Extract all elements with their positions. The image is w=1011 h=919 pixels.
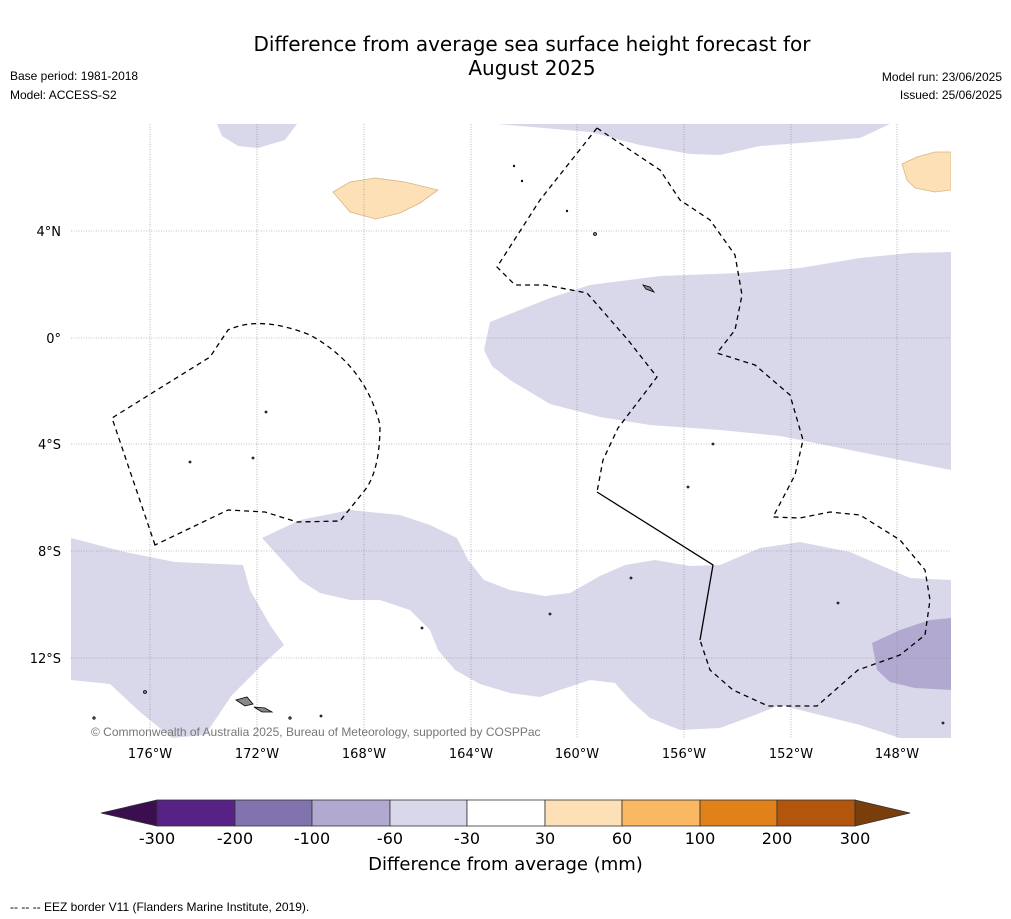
island [235, 696, 254, 707]
eez-border [111, 127, 931, 707]
graticule [71, 124, 951, 738]
island [420, 626, 424, 630]
map-copyright: © Commonwealth of Australia 2025, Bureau… [91, 725, 541, 739]
island [836, 601, 840, 605]
colorbar-segment [311, 799, 391, 827]
lon-label: 164°W [449, 747, 493, 762]
island [188, 460, 192, 464]
lat-label: 12°S [30, 652, 61, 667]
islands [92, 164, 945, 725]
colorbar-segment [854, 799, 911, 827]
map-title-line1: Difference from average sea surface heig… [253, 32, 811, 56]
colorbar-segment [156, 799, 236, 827]
lon-label: 160°W [555, 747, 599, 762]
colorbar-segment [466, 799, 546, 827]
issued-date: Issued: 25/06/2025 [899, 88, 1002, 102]
base-period: Base period: 1981-2018 [10, 69, 139, 83]
colorbar-segment [389, 799, 468, 827]
island [143, 690, 147, 694]
island [548, 612, 552, 616]
island [565, 209, 569, 213]
colorbar-segment [776, 799, 856, 827]
island [319, 714, 323, 718]
colorbar-tick-label: -300 [138, 829, 176, 848]
colorbar-tick-label: -100 [293, 829, 331, 848]
colorbar-tick-label: 60 [611, 829, 633, 848]
island [641, 284, 656, 293]
island [686, 485, 690, 489]
island [251, 456, 255, 460]
anomaly-region-neg [71, 538, 284, 738]
island [253, 706, 274, 713]
anomaly-region-neg [217, 124, 297, 148]
eez-legend-note: -- -- -- EEZ border V11 (Flanders Marine… [10, 900, 310, 914]
lon-label: 168°W [342, 747, 386, 762]
model-run-date: Model run: 23/06/2025 [881, 70, 1002, 84]
island [711, 442, 715, 446]
colorbar-tick-label: 30 [534, 829, 556, 848]
island [512, 164, 516, 168]
anomaly-region-neg-strong [872, 618, 951, 690]
island [629, 576, 633, 580]
island [264, 410, 268, 414]
model-name: Model: ACCESS-S2 [10, 88, 117, 102]
colorbar-segment [544, 799, 623, 827]
lon-label: 176°W [128, 747, 172, 762]
anomaly-region-neg [497, 124, 890, 155]
lon-label: 156°W [662, 747, 706, 762]
colorbar-tick-label: 100 [684, 829, 716, 848]
island [92, 716, 96, 720]
anomaly-region-pos [901, 151, 951, 193]
colorbar-tick-label: 300 [839, 829, 871, 848]
colorbar-segment [699, 799, 778, 827]
map-plot-area [71, 124, 951, 738]
lon-label: 172°W [235, 747, 279, 762]
lon-label: 148°W [875, 747, 919, 762]
colorbar-tick-label: -60 [376, 829, 404, 848]
colorbar-tick-label: -200 [216, 829, 254, 848]
island [593, 232, 597, 236]
colorbar-segment [234, 799, 313, 827]
colorbar-tick-label: 200 [761, 829, 793, 848]
lat-label: 4°N [37, 225, 62, 240]
colorbar-tick-label: -30 [453, 829, 481, 848]
colorbar-segment [621, 799, 701, 827]
lat-label: 0° [46, 332, 61, 347]
eez-border [596, 491, 714, 641]
lat-label: 8°S [38, 545, 61, 560]
anomaly-region-neg [484, 252, 951, 470]
anomaly-region-neg [262, 510, 951, 738]
colorbar-segment [100, 799, 158, 827]
anomaly-region-pos [332, 177, 439, 220]
map-title-line2: August 2025 [468, 56, 596, 80]
island [941, 721, 945, 725]
island [520, 179, 524, 183]
lon-label: 152°W [769, 747, 813, 762]
island [288, 716, 292, 720]
lat-label: 4°S [38, 438, 61, 453]
colorbar [100, 799, 911, 827]
colorbar-title: Difference from average (mm) [368, 854, 643, 875]
